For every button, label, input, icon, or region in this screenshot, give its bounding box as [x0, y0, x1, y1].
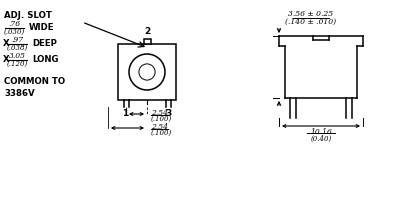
- Bar: [144, 39, 150, 44]
- Text: (.140 ± .010): (.140 ± .010): [286, 18, 336, 26]
- Text: LONG: LONG: [32, 56, 58, 65]
- Bar: [118, 44, 176, 100]
- Text: (.038): (.038): [6, 44, 28, 52]
- Text: 1: 1: [122, 109, 128, 118]
- Text: 3: 3: [165, 109, 171, 118]
- Text: X: X: [3, 39, 10, 48]
- Text: 10.16: 10.16: [310, 128, 332, 136]
- Text: 3386V: 3386V: [4, 90, 35, 99]
- Circle shape: [129, 54, 165, 90]
- Text: WIDE: WIDE: [29, 24, 54, 32]
- Text: .97: .97: [11, 36, 23, 44]
- Text: (.120): (.120): [6, 60, 28, 68]
- Text: 2.54: 2.54: [151, 123, 168, 131]
- Text: COMMON TO: COMMON TO: [4, 78, 65, 87]
- Text: (.030): (.030): [3, 28, 25, 36]
- Text: 2.54: 2.54: [151, 109, 168, 117]
- Text: 3.56 ± 0.25: 3.56 ± 0.25: [288, 10, 334, 18]
- Text: 2: 2: [144, 27, 150, 36]
- Circle shape: [139, 64, 155, 80]
- Text: DEEP: DEEP: [32, 39, 57, 48]
- Text: (.100): (.100): [151, 129, 172, 137]
- Text: 3.05: 3.05: [8, 52, 26, 60]
- Text: .76: .76: [8, 20, 20, 28]
- Text: ADJ. SLOT: ADJ. SLOT: [4, 12, 52, 20]
- Text: X: X: [3, 56, 10, 65]
- Text: (.100): (.100): [151, 115, 172, 123]
- Text: (0.40): (0.40): [310, 135, 332, 143]
